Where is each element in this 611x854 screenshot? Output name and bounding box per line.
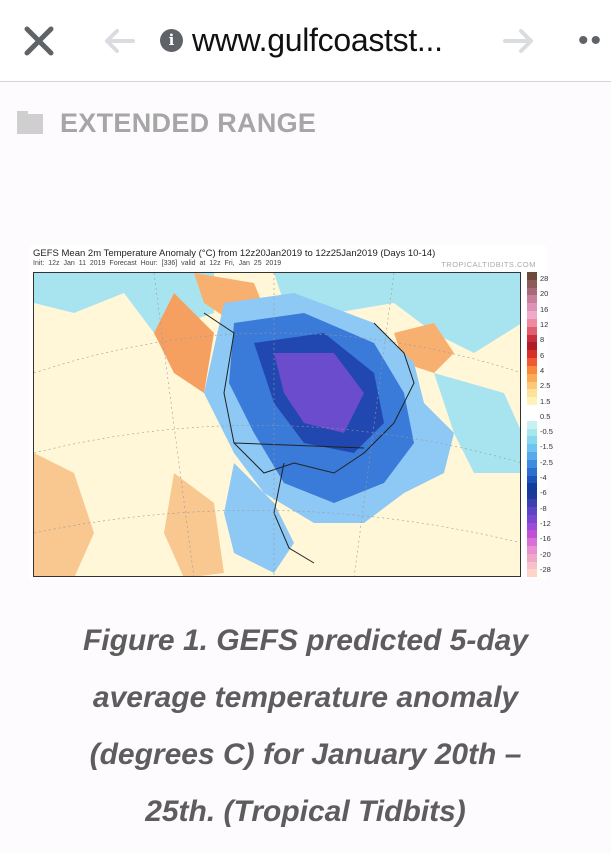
colorbar-label: 4 — [540, 365, 545, 375]
colorbar-labels: 28 20 16 12 8 6 4 2.5 1.5 0.5 -0.5 -1.5 -2.5 -4 -6 -8 -1… — [540, 274, 553, 574]
category-link[interactable]: EXTENDED RANGE — [17, 108, 316, 139]
colorbar-segment — [527, 452, 537, 460]
colorbar-segment — [527, 342, 537, 351]
colorbar-segment — [527, 279, 537, 288]
colorbar-segment — [527, 561, 537, 570]
colorbar-segment — [527, 522, 537, 531]
folder-icon — [17, 110, 43, 134]
colorbar-segment — [527, 287, 537, 296]
colorbar-label: 16 — [540, 304, 549, 314]
colorbar-segment — [527, 303, 537, 312]
colorbar-segment — [527, 358, 537, 366]
colorbar-segment — [527, 365, 537, 374]
colorbar-label: -0.5 — [540, 427, 553, 437]
colorbar-segment — [527, 373, 537, 382]
colorbar-segment — [527, 428, 537, 437]
caption-line: 25th. (Tropical Tidbits) — [145, 795, 466, 828]
colorbar-label: 6 — [540, 350, 545, 360]
colorbar-segment — [527, 295, 537, 304]
colorbar-segment — [527, 467, 537, 476]
colorbar-segment — [527, 412, 537, 421]
info-icon[interactable]: i — [160, 29, 183, 52]
url-field[interactable]: www.gulfcoastst... — [192, 22, 443, 58]
colorbar-segment — [527, 381, 537, 390]
colorbar-segment — [527, 545, 537, 554]
colorbar-segment — [527, 272, 537, 280]
colorbar-label: 1.5 — [540, 396, 551, 406]
colorbar-label: 28 — [540, 274, 549, 283]
map-title: GEFS Mean 2m Temperature Anomaly (°C) fr… — [33, 248, 436, 259]
colorbar-label: 8 — [540, 335, 545, 345]
colorbar-segment — [527, 475, 537, 484]
colorbar-segment — [527, 405, 537, 413]
colorbar-segment — [527, 397, 537, 406]
colorbar-label: 2.5 — [540, 381, 551, 391]
colorbar-segment — [527, 420, 537, 429]
colorbar-segment — [527, 514, 537, 523]
colorbar-segment — [527, 499, 537, 507]
colorbar-label: 12 — [540, 319, 549, 329]
colorbar-segment — [527, 350, 537, 359]
caption-line: average temperature anomaly — [92, 681, 519, 714]
caption-line: (degrees C) for January 20th – — [89, 738, 522, 771]
figure-caption: Figure 1. GEFS predicted 5-day average t… — [0, 612, 611, 840]
colorbar-segment — [527, 444, 537, 453]
colorbar-segment — [527, 334, 537, 343]
colorbar-segment — [527, 538, 537, 546]
map-subtitle: Init: 12z Jan 11 2019 Forecast Hour: [33… — [33, 260, 282, 267]
temperature-anomaly-map-figure: GEFS Mean 2m Temperature Anomaly (°C) fr… — [30, 246, 553, 579]
colorbar-segment — [527, 459, 537, 468]
colorbar-label: 0.5 — [540, 411, 551, 421]
colorbar-segment — [527, 326, 537, 335]
colorbar-segment — [527, 389, 537, 398]
colorbar-label: -6 — [540, 488, 547, 498]
colorbar-label: -20 — [540, 549, 551, 559]
caption-line: Figure 1. GEFS predicted 5-day — [82, 624, 529, 657]
colorbar-segment — [527, 553, 537, 562]
more-icon[interactable]: •• — [578, 24, 604, 57]
colorbar-segment — [527, 530, 537, 539]
colorbar-label: -28 — [540, 564, 551, 574]
colorbar-label: -2.5 — [540, 457, 553, 467]
arrow-left-icon[interactable] — [103, 28, 135, 54]
colorbar-segment — [527, 311, 537, 319]
colorbar-label: 20 — [540, 289, 549, 299]
colorbar-label: -8 — [540, 503, 547, 513]
colorbar-segment — [527, 436, 537, 445]
anomaly-map — [33, 272, 521, 577]
map-brand: TROPICALTIDBITS.COM — [441, 260, 536, 269]
arrow-right-icon[interactable] — [503, 28, 535, 54]
close-icon[interactable] — [22, 24, 56, 58]
colorbar-label: -4 — [540, 473, 547, 483]
browser-toolbar: i www.gulfcoastst... •• — [0, 0, 611, 82]
colorbar-label: -12 — [540, 519, 551, 528]
colorbar-label: -16 — [540, 534, 551, 544]
colorbar-segment — [527, 569, 537, 578]
colorbar-segment — [527, 491, 537, 500]
colorbar — [527, 272, 537, 578]
category-label: EXTENDED RANGE — [60, 108, 317, 138]
colorbar-segment — [527, 506, 537, 515]
colorbar-label: -1.5 — [540, 442, 553, 452]
colorbar-segment — [527, 318, 537, 327]
colorbar-segment — [527, 483, 537, 492]
